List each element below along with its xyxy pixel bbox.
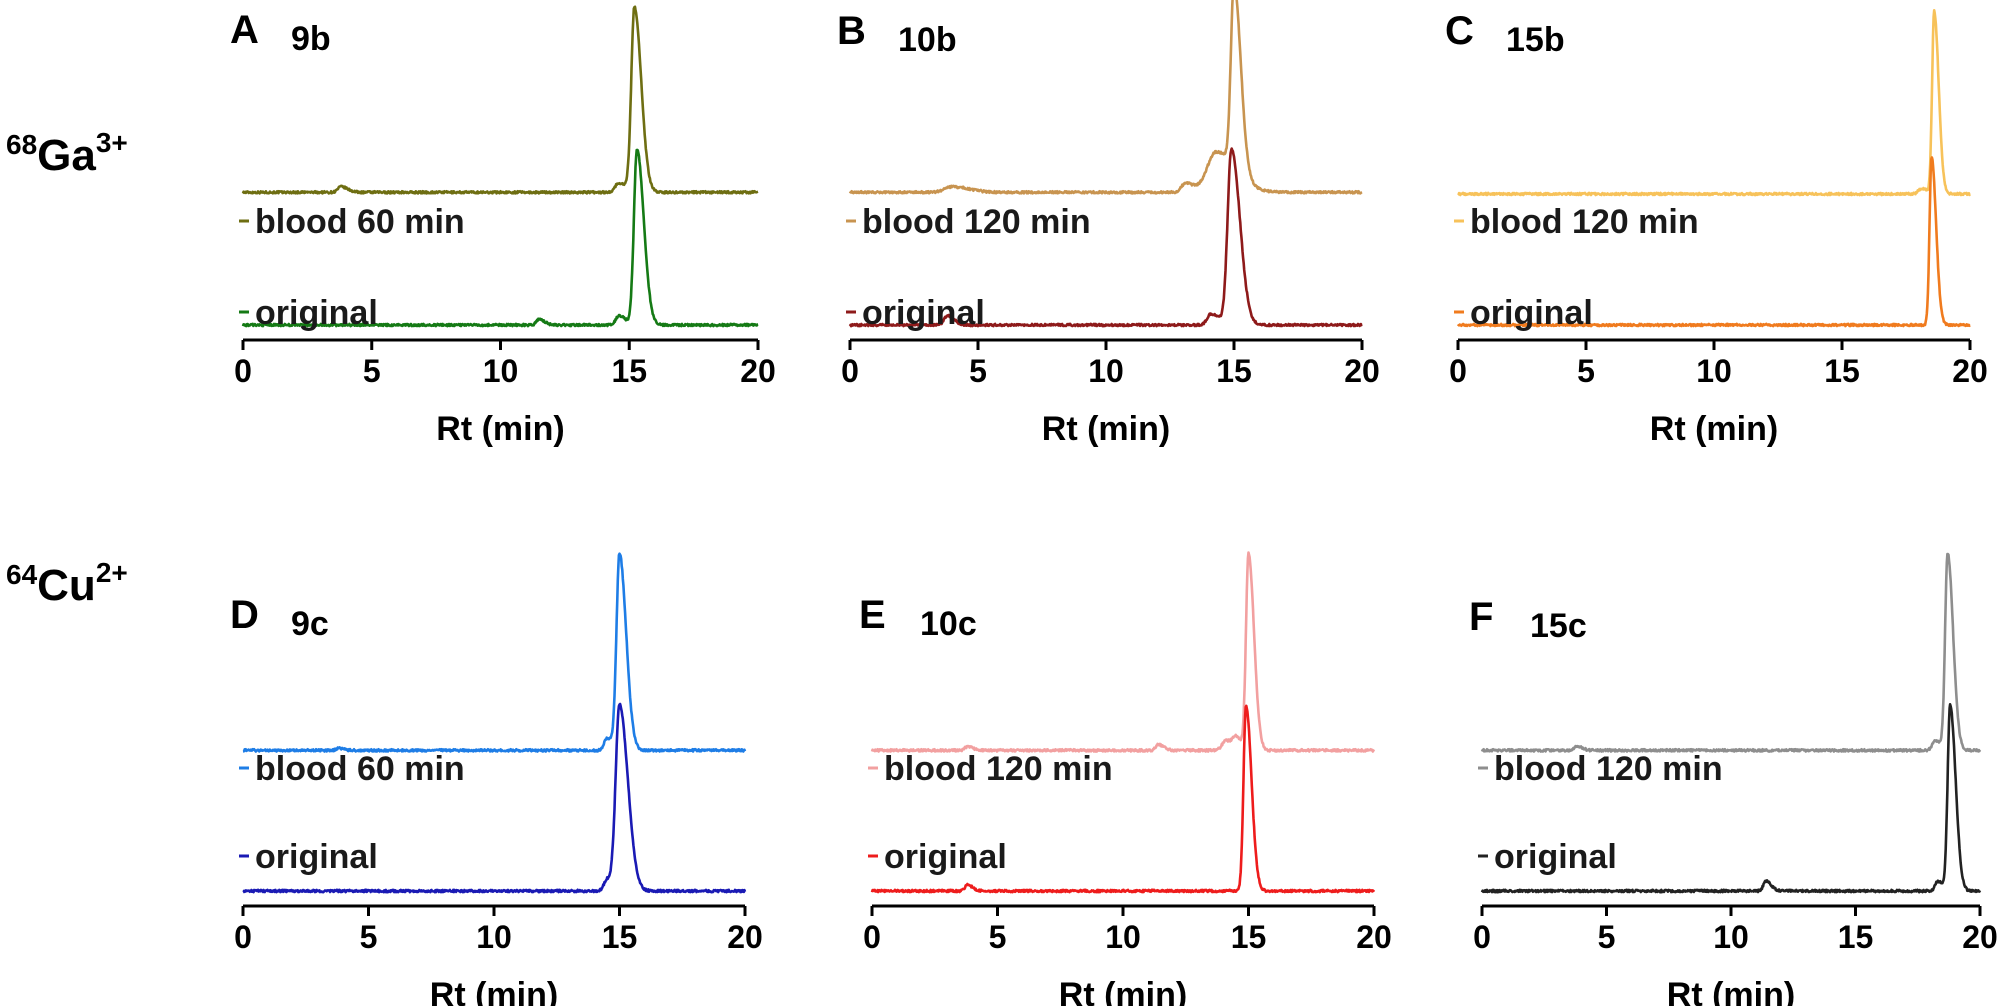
x-tick-label: 15 (1838, 919, 1874, 955)
x-axis-title: Rt (min) (436, 410, 564, 448)
trace-original (1456, 156, 1971, 328)
row-label-copper: 64Cu2+ (6, 557, 128, 610)
x-tick-label: 20 (727, 919, 763, 955)
trace-blood (241, 5, 759, 195)
x-tick-label: 15 (1216, 353, 1252, 389)
panel-letter: B (837, 9, 866, 53)
x-tick-label: 15 (1824, 353, 1860, 389)
trace-blood (242, 552, 747, 753)
panel-letter: D (230, 593, 259, 637)
x-tick-label: 5 (969, 353, 987, 389)
trace-blood (848, 0, 1363, 195)
x-tick-label: 10 (1713, 919, 1749, 955)
trace-label: blood 60 min (255, 750, 465, 788)
x-axis-title: Rt (min) (1042, 410, 1170, 448)
x-tick-label: 0 (234, 353, 252, 389)
x-tick-label: 10 (483, 353, 519, 389)
trace-blood (870, 551, 1376, 753)
x-tick-label: 5 (360, 919, 378, 955)
x-tick-label: 20 (1962, 919, 1998, 955)
trace-label: blood 120 min (884, 750, 1113, 788)
trace-label: blood 120 min (1494, 750, 1723, 788)
row-label-gallium-mass: 68 (6, 129, 37, 160)
x-tick-label: 10 (1696, 353, 1732, 389)
x-tick-label: 5 (1577, 353, 1595, 389)
x-axis-title: Rt (min) (430, 976, 558, 1006)
x-axis-title: Rt (min) (1650, 410, 1778, 448)
x-tick-label: 20 (1952, 353, 1988, 389)
compound-label: 15c (1530, 607, 1587, 645)
compound-label: 10b (898, 21, 957, 59)
trace-label: blood 60 min (255, 203, 465, 241)
panel-letter: F (1469, 595, 1493, 639)
trace-original (241, 148, 759, 328)
x-tick-label: 20 (1344, 353, 1380, 389)
x-tick-label: 15 (611, 353, 647, 389)
x-tick-label: 0 (1449, 353, 1467, 389)
compound-label: 9c (291, 605, 329, 643)
trace-original (848, 147, 1363, 328)
x-tick-label: 5 (989, 919, 1007, 955)
trace-original (1480, 702, 1982, 894)
x-tick-label: 10 (476, 919, 512, 955)
x-tick-label: 20 (740, 353, 776, 389)
panel-letter: A (230, 8, 259, 52)
x-tick-label: 5 (1598, 919, 1616, 955)
row-label-gallium-element: Ga (37, 131, 96, 180)
panel-d: D 9c blood 60 min original 0 5 10 15 20 Rt (min) (230, 552, 763, 1006)
trace-label: blood 120 min (862, 203, 1091, 241)
x-axis-title: Rt (min) (1059, 976, 1187, 1006)
x-tick-label: 20 (1356, 919, 1392, 955)
row-label-copper-element: Cu (37, 561, 96, 610)
x-tick-label: 10 (1105, 919, 1141, 955)
row-label-gallium-charge: 3+ (96, 127, 128, 158)
trace-label: original (862, 294, 985, 332)
trace-blood (1480, 552, 1982, 753)
trace-label: original (255, 294, 378, 332)
panel-f: F 15c blood 120 min original 0 5 10 15 20 Rt (min… (1469, 552, 1998, 1006)
compound-label: 9b (291, 20, 331, 58)
x-tick-label: 0 (1473, 919, 1491, 955)
trace-blood (1457, 9, 1971, 197)
trace-label: original (255, 838, 378, 876)
compound-label: 10c (920, 605, 977, 643)
x-tick-label: 10 (1088, 353, 1124, 389)
panel-letter: E (859, 593, 886, 637)
row-label-copper-mass: 64 (6, 559, 38, 590)
x-axis-title: Rt (min) (1667, 976, 1795, 1006)
panel-e: E 10c blood 120 min original 0 5 10 15 20 Rt (min… (859, 551, 1392, 1006)
row-label-copper-charge: 2+ (96, 557, 128, 588)
x-tick-label: 0 (841, 353, 859, 389)
trace-label: original (884, 838, 1007, 876)
x-tick-label: 5 (363, 353, 381, 389)
compound-label: 15b (1506, 21, 1565, 59)
x-tick-label: 0 (863, 919, 881, 955)
x-tick-label: 15 (1231, 919, 1267, 955)
trace-original (870, 704, 1376, 894)
x-tick-label: 0 (234, 919, 252, 955)
x-tick-label: 15 (602, 919, 638, 955)
trace-label: original (1494, 838, 1617, 876)
trace-label: blood 120 min (1470, 203, 1699, 241)
trace-original (242, 702, 747, 894)
row-label-gallium: 68Ga3+ (6, 127, 128, 180)
trace-label: original (1470, 294, 1593, 332)
panel-letter: C (1445, 9, 1474, 53)
